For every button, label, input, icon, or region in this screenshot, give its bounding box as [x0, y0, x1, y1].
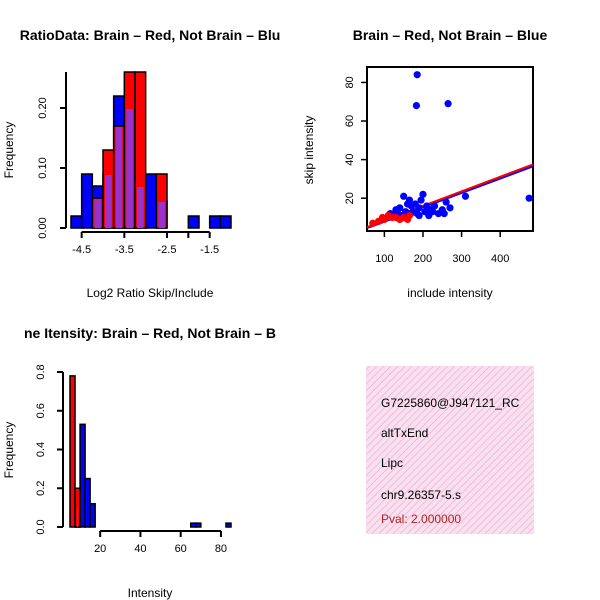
x-tick-label: -2.5 — [158, 244, 177, 256]
y-tick-label: 0.2 — [35, 481, 47, 496]
bar-not-brain — [225, 522, 232, 528]
x-tick-label: 60 — [175, 543, 187, 555]
bar-not-brain — [219, 215, 232, 229]
scatter-axes: 100 200 300 400 20 40 60 80 — [344, 76, 509, 265]
bar-not-brain — [187, 215, 200, 229]
point-not-brain — [440, 210, 448, 218]
bar-not-brain — [84, 477, 91, 528]
point-brain — [400, 213, 408, 222]
info-event: altTxEnd — [381, 426, 428, 440]
bar-not-brain — [144, 173, 158, 229]
scatter-xlabel: include intensity — [407, 286, 492, 300]
point-not-brain — [419, 190, 427, 198]
x-tick-label: 20 — [94, 543, 106, 555]
point-not-brain — [413, 71, 421, 79]
info-id: G7225860@J947121_RC — [381, 396, 520, 410]
bar-overlap — [105, 175, 112, 228]
bar-overlap — [94, 199, 101, 228]
point-not-brain — [415, 211, 423, 220]
y-tick-label: 40 — [344, 153, 356, 165]
bar-not-brain — [80, 173, 94, 229]
point-not-brain — [417, 196, 425, 204]
intensity-histogram-xlabel: Intensity — [128, 586, 173, 600]
y-tick-label: 80 — [344, 76, 356, 88]
y-tick-label: 0.8 — [35, 364, 47, 379]
x-tick-label: 40 — [134, 543, 146, 555]
y-tick-label: 0.20 — [37, 97, 49, 118]
x-tick-label: 400 — [491, 253, 509, 265]
info-pval: Pval: 2.000000 — [381, 512, 461, 526]
x-tick-label: 100 — [375, 253, 393, 265]
point-brain — [380, 215, 388, 224]
ratio-histogram-bars — [70, 71, 232, 229]
intensity-histogram-title: ne Itensity: Brain – Red, Not Brain – B — [24, 325, 276, 341]
bar-overlap — [115, 127, 123, 228]
point-not-brain — [446, 204, 454, 212]
point-not-brain — [444, 100, 452, 108]
point-not-brain — [412, 101, 421, 110]
scatter-points — [366, 71, 534, 230]
point-brain — [369, 219, 377, 227]
intensity-histogram-ylabel: Frequency — [2, 422, 16, 479]
x-tick-label: 300 — [452, 253, 470, 265]
info-location: chr9.26357-5.s — [381, 488, 461, 502]
point-not-brain — [415, 204, 423, 212]
scatter-panel: Brain – Red, Not Brain – Blue 100 200 300 4… — [302, 27, 547, 300]
bar-not-brain — [70, 215, 83, 229]
bar-not-brain — [208, 215, 222, 229]
y-tick-label: 0.0 — [35, 519, 47, 534]
info-gene: Lipc — [381, 456, 403, 470]
point-not-brain — [434, 210, 443, 218]
intensity-histogram-bars — [69, 375, 232, 528]
x-tick-label: 200 — [414, 253, 432, 265]
bar-not-brain — [79, 423, 86, 528]
x-tick-label: -3.5 — [115, 244, 134, 256]
point-not-brain — [461, 192, 470, 200]
bar-overlap — [126, 109, 133, 228]
y-tick-label: 0.4 — [35, 442, 47, 457]
scatter-frame — [366, 66, 534, 232]
bar-overlap — [137, 187, 144, 228]
x-tick-label: -1.5 — [200, 244, 219, 256]
scatter-ylabel: skip intensity — [302, 116, 316, 185]
bar-overlap — [158, 202, 165, 228]
y-tick-label: 60 — [344, 115, 356, 127]
y-tick-label: 0.6 — [35, 403, 47, 418]
intensity-histogram-panel: ne Itensity: Brain – Red, Not Brain – B … — [2, 325, 276, 600]
intensity-histogram-axes: 0.0 0.2 0.4 0.6 0.8 20 40 60 80 — [35, 364, 227, 555]
bar-overlap — [77, 508, 79, 527]
ratio-histogram-axes: 0.00 0.10 0.20 -4.5 -3.5 -2.5 -1.5 — [37, 72, 219, 256]
ratio-histogram-xlabel: Log2 Ratio Skip/Include — [87, 286, 214, 300]
y-tick-label: 20 — [344, 192, 356, 204]
bar-brain — [69, 375, 76, 528]
point-brain — [374, 217, 383, 225]
bar-not-brain — [190, 522, 197, 528]
point-not-brain — [442, 198, 450, 206]
point-brain — [405, 211, 414, 220]
point-not-brain — [429, 208, 437, 216]
point-not-brain — [430, 202, 439, 210]
ratio-histogram-title: RatioData: Brain – Red, Not Brain – Blu — [20, 27, 281, 43]
point-not-brain — [403, 200, 412, 208]
bar-not-brain — [195, 522, 202, 528]
point-not-brain — [396, 204, 404, 212]
y-tick-label: 0.00 — [37, 217, 49, 238]
point-not-brain — [400, 192, 408, 200]
ratio-histogram-panel: RatioData: Brain – Red, Not Brain – Blu … — [2, 27, 280, 300]
info-panel: G7225860@J947121_RC altTxEnd Lipc chr9.2… — [366, 366, 534, 534]
x-tick-label: -4.5 — [72, 244, 91, 256]
scatter-title: Brain – Red, Not Brain – Blue — [353, 27, 548, 43]
x-tick-label: 80 — [215, 543, 227, 555]
info-panel-background — [366, 366, 534, 534]
point-not-brain — [525, 194, 533, 202]
bar-not-brain — [89, 503, 96, 528]
y-tick-label: 0.10 — [37, 157, 49, 178]
ratio-histogram-ylabel: Frequency — [2, 122, 16, 179]
